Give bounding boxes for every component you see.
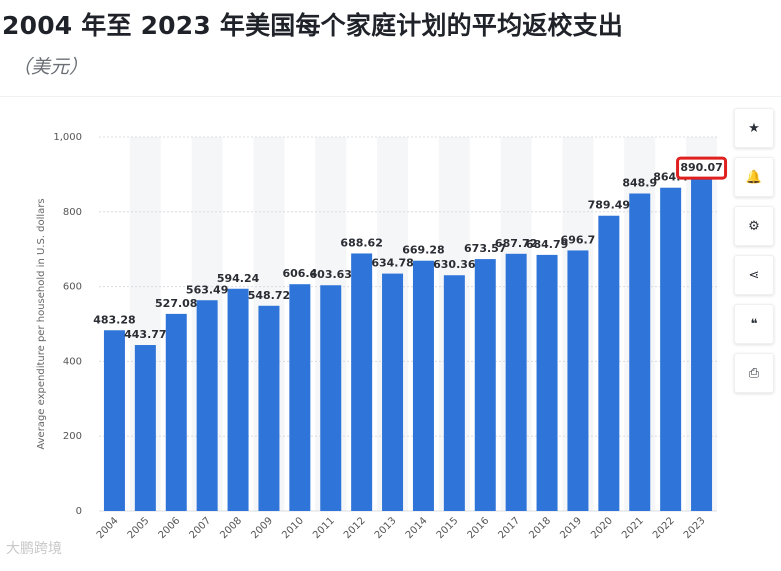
value-label: 669.28 bbox=[402, 244, 444, 257]
cite-button[interactable]: ❝ bbox=[734, 304, 774, 344]
y-tick-label: 400 bbox=[63, 356, 82, 367]
bar bbox=[165, 313, 187, 511]
bar bbox=[412, 260, 434, 511]
chart-toolbar: ★ 🔔 ⚙ ⋖ ❝ ⎙ bbox=[734, 108, 774, 402]
value-label: 688.62 bbox=[340, 236, 382, 249]
x-tick-label: 2007 bbox=[187, 515, 213, 541]
y-tick-labels: 0 200 400 600 800 1,000 bbox=[53, 132, 82, 517]
bar bbox=[227, 288, 249, 511]
x-tick-label: 2021 bbox=[620, 515, 646, 541]
value-label: 548.72 bbox=[248, 289, 290, 302]
share-button[interactable]: ⋖ bbox=[734, 255, 774, 295]
bar bbox=[505, 253, 527, 511]
x-tick-label: 2018 bbox=[527, 515, 553, 541]
star-icon: ★ bbox=[748, 120, 760, 136]
bar bbox=[443, 275, 465, 511]
y-axis-title: Average expenditure per household in U.S… bbox=[36, 198, 47, 449]
y-tick-label: 800 bbox=[63, 207, 82, 218]
bar bbox=[382, 273, 404, 511]
bar bbox=[598, 215, 620, 511]
page-subtitle: （美元） bbox=[12, 56, 89, 78]
value-label: 443.77 bbox=[124, 328, 166, 341]
x-tick-label: 2004 bbox=[95, 515, 121, 541]
bell-icon: 🔔 bbox=[745, 169, 763, 185]
x-tick-label: 2019 bbox=[558, 515, 584, 541]
value-label: 563.49 bbox=[186, 283, 228, 296]
value-label: 687.72 bbox=[495, 237, 537, 250]
y-tick-label: 0 bbox=[76, 506, 82, 517]
bar bbox=[103, 330, 125, 511]
bar bbox=[134, 345, 156, 511]
x-tick-label: 2011 bbox=[311, 515, 337, 541]
y-tick-label: 200 bbox=[63, 431, 82, 442]
value-label: 603.63 bbox=[310, 268, 352, 281]
x-tick-label: 2014 bbox=[404, 515, 430, 541]
value-label: 594.24 bbox=[217, 272, 260, 285]
value-label: 890.07 bbox=[680, 161, 722, 174]
x-tick-label: 2016 bbox=[466, 515, 492, 541]
highlight-box bbox=[676, 156, 728, 180]
x-tick-label: 2009 bbox=[249, 515, 275, 541]
page-title: 2004 年至 2023 年美国每个家庭计划的平均返校支出 bbox=[2, 11, 624, 40]
value-label: 696.7 bbox=[561, 233, 596, 246]
bar bbox=[660, 187, 682, 511]
x-tick-label: 2022 bbox=[651, 515, 677, 541]
bar bbox=[474, 259, 496, 511]
notification-button[interactable]: 🔔 bbox=[734, 157, 774, 197]
x-tick-label: 2020 bbox=[589, 515, 615, 541]
value-label: 684.79 bbox=[526, 238, 568, 251]
x-tick-label: 2008 bbox=[218, 515, 244, 541]
share-icon: ⋖ bbox=[748, 267, 760, 283]
y-tick-label: 600 bbox=[63, 282, 82, 293]
bar bbox=[536, 254, 558, 511]
quote-icon: ❝ bbox=[750, 316, 758, 332]
x-tick-label: 2010 bbox=[280, 515, 306, 541]
settings-button[interactable]: ⚙ bbox=[734, 206, 774, 246]
x-tick-label: 2017 bbox=[496, 515, 522, 541]
value-label: 630.36 bbox=[433, 258, 476, 271]
bar-chart: 0 200 400 600 800 1,000 Average expenditure p… bbox=[36, 132, 728, 541]
bar bbox=[629, 193, 651, 511]
x-tick-labels: 2004 2005 2006 2007 2008 2009 2010 2011 2012 2013… bbox=[95, 515, 708, 541]
value-label: 634.78 bbox=[371, 257, 413, 270]
gear-icon: ⚙ bbox=[748, 218, 760, 234]
value-label: 848.9 bbox=[622, 177, 657, 190]
watermark: 大鹏跨境 bbox=[6, 541, 62, 557]
bar bbox=[289, 284, 311, 511]
value-label: 527.08 bbox=[155, 297, 197, 310]
bars bbox=[103, 178, 713, 511]
print-button[interactable]: ⎙ bbox=[734, 353, 774, 393]
bar bbox=[320, 285, 342, 511]
x-tick-label: 2023 bbox=[682, 515, 708, 541]
bar bbox=[567, 250, 589, 511]
x-tick-label: 2015 bbox=[435, 515, 461, 541]
x-tick-label: 2012 bbox=[342, 515, 368, 541]
y-tick-label: 1,000 bbox=[53, 132, 82, 143]
bar bbox=[691, 178, 713, 511]
bar bbox=[258, 305, 280, 511]
value-label: 606.4 bbox=[282, 267, 317, 280]
x-tick-label: 2006 bbox=[157, 515, 183, 541]
value-label: 673.57 bbox=[464, 242, 506, 255]
chart-panel: 0 200 400 600 800 1,000 Average expenditure p… bbox=[0, 96, 781, 567]
bar bbox=[351, 253, 373, 511]
favorite-button[interactable]: ★ bbox=[734, 108, 774, 148]
printer-icon: ⎙ bbox=[748, 365, 760, 381]
x-tick-label: 2013 bbox=[373, 515, 399, 541]
value-label: 789.49 bbox=[588, 199, 630, 212]
x-tick-label: 2005 bbox=[126, 515, 152, 541]
value-label: 483.28 bbox=[93, 313, 135, 326]
bar bbox=[196, 300, 218, 511]
